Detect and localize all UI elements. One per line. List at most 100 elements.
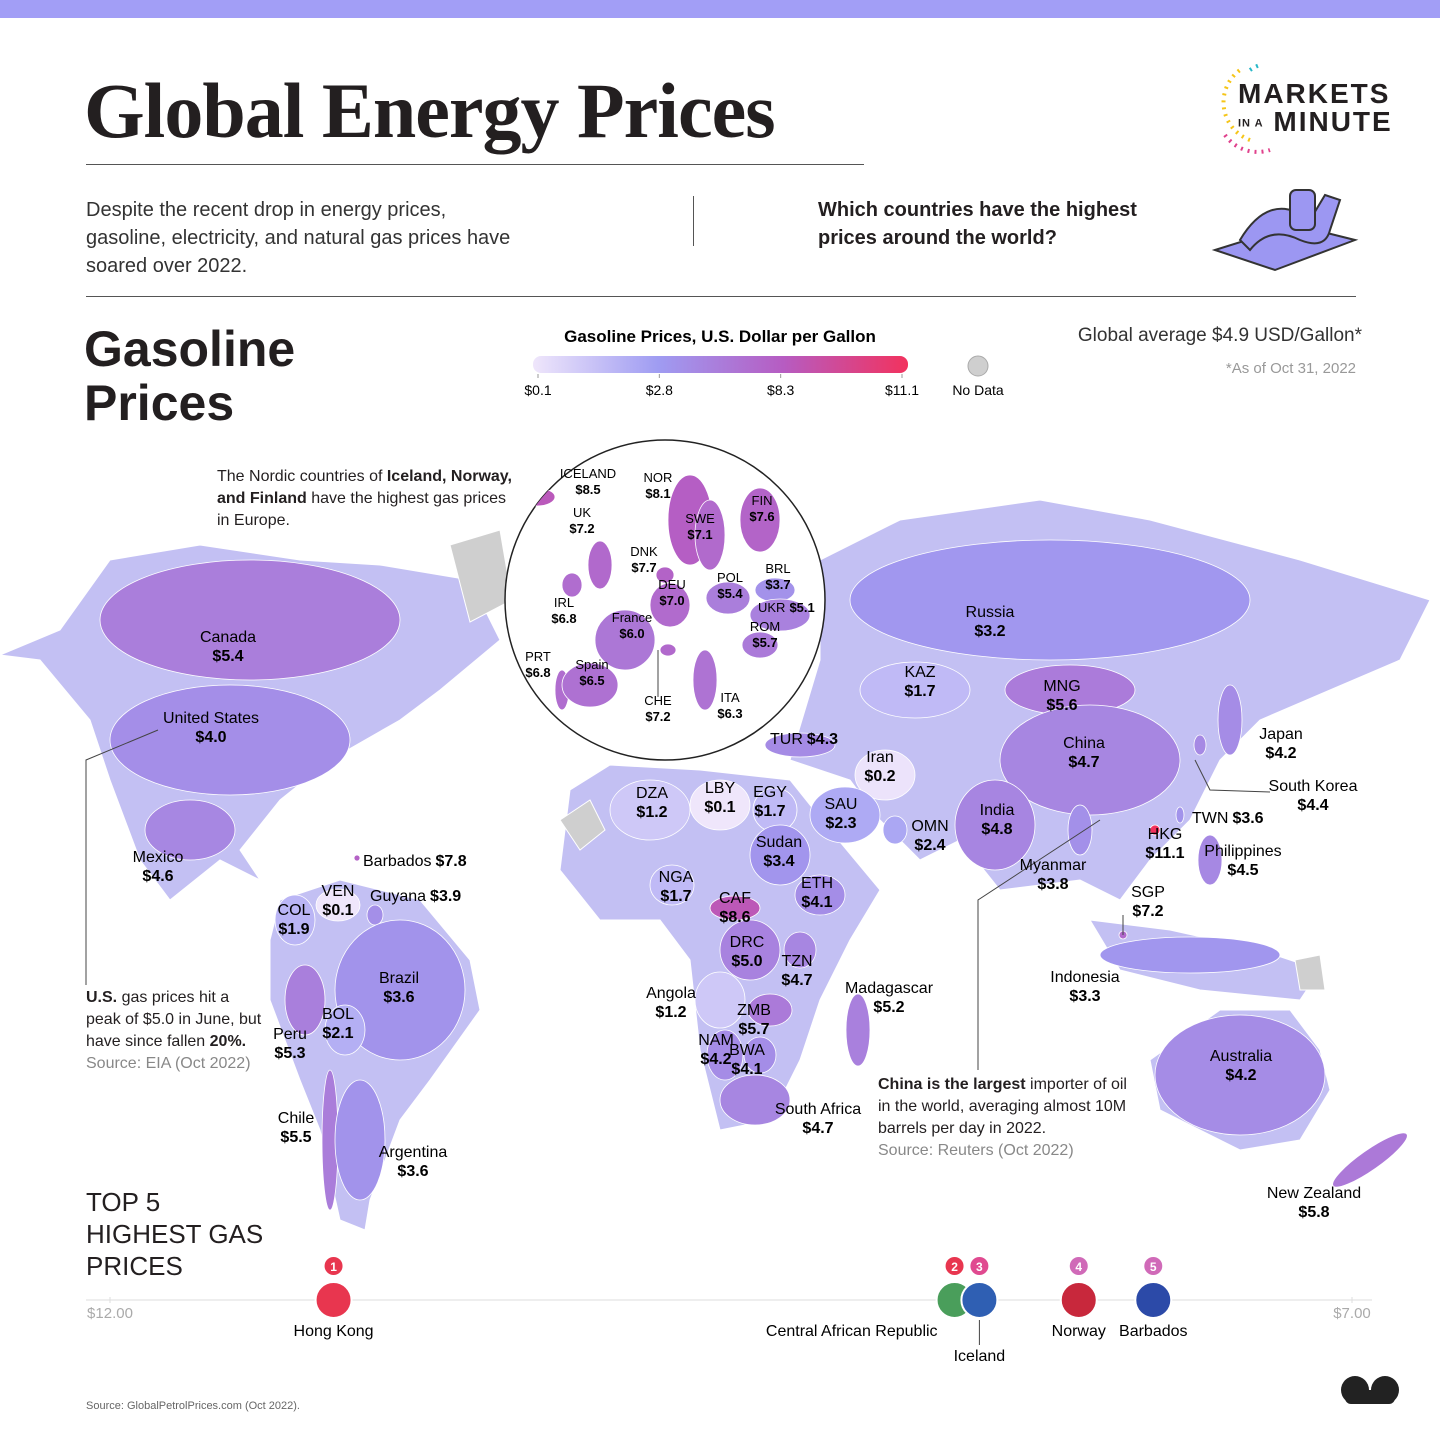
country-value: $6.8: [551, 611, 576, 626]
country-name: Brazil: [379, 970, 419, 987]
country-value: $6.5: [579, 673, 604, 688]
global-average: Global average $4.9 USD/Gallon*: [1077, 325, 1362, 346]
country-value: $1.2: [636, 804, 667, 821]
country: [739, 487, 781, 553]
text: Iceland, Norway, and Finland: [217, 468, 512, 507]
country-name: CAF: [719, 890, 751, 907]
top5-name: Central African Republic: [766, 1323, 938, 1340]
logo-ring: [1221, 63, 1271, 154]
country-name: TZN: [781, 953, 812, 970]
country: [954, 779, 1036, 871]
country: [1099, 936, 1281, 974]
country: [705, 581, 751, 615]
rule: [86, 296, 1356, 297]
country: [882, 815, 908, 845]
country: [749, 598, 811, 632]
country: [1332, 1132, 1408, 1188]
country-name: NGA: [659, 869, 694, 886]
top5-title: TOP 5 HIGHEST GAS PRICES: [86, 1187, 264, 1281]
country-name: COL: [278, 902, 311, 919]
country-name: DEU: [658, 577, 685, 592]
country-name: TWN: [1192, 810, 1228, 827]
country-value: $7.2: [645, 709, 670, 724]
country-name: Canada: [200, 629, 256, 646]
country-value: $3.8: [1037, 876, 1068, 893]
country-name: Myanmar: [1020, 857, 1087, 874]
country-value: $4.7: [1068, 754, 1099, 771]
flag-marker: [960, 1281, 999, 1319]
country-value: $2.3: [825, 815, 856, 832]
country: [1217, 684, 1243, 756]
country-value: $7.0: [659, 593, 684, 608]
rule: [86, 164, 864, 165]
country-value: $3.6: [1232, 810, 1263, 827]
country-value: $6.8: [525, 665, 550, 680]
legend-tick-label: $0.1: [524, 382, 551, 398]
country-value: $8.6: [719, 909, 750, 926]
country-value: $6.0: [619, 626, 644, 641]
text: have the highest gas prices in Europe.: [217, 490, 507, 529]
country-value: $5.7: [752, 635, 777, 650]
country-name: Argentina: [379, 1144, 448, 1161]
country-name: India: [980, 802, 1015, 819]
country: [709, 895, 761, 921]
country-name: VEN: [322, 883, 355, 900]
country: [334, 1079, 386, 1201]
country-value: $4.6: [142, 868, 173, 885]
country-name: EGY: [753, 784, 787, 801]
country-name: OMN: [911, 818, 948, 835]
country-name: ICELAND: [560, 466, 616, 481]
country-value: $11.1: [1145, 845, 1184, 862]
country-name: Barbados: [363, 853, 432, 870]
country-value: $0.1: [704, 799, 735, 816]
country: [1175, 806, 1185, 824]
annotation: China is the largest importer of oil in …: [878, 1074, 1128, 1162]
title: Global Energy Prices: [84, 67, 776, 154]
axis-tick-label: $12.00: [87, 1305, 133, 1322]
divider: [693, 196, 694, 246]
country-name: DZA: [636, 785, 668, 802]
top5-name: Iceland: [954, 1348, 1006, 1365]
country: [609, 779, 691, 841]
country-name: China: [1063, 735, 1105, 752]
country-name: MNG: [1043, 678, 1080, 695]
question: Which countries have the highest prices …: [818, 199, 1137, 249]
leader-line: [1194, 759, 1271, 793]
country: [854, 749, 916, 801]
country-name: Peru: [273, 1026, 307, 1043]
logo-small: IN A: [1238, 117, 1264, 130]
rank-number: 3: [976, 1260, 983, 1274]
country-name: BWA: [729, 1042, 765, 1059]
country-name: Indonesia: [1050, 969, 1119, 986]
footer-source: Source: GlobalPetrolPrices.com (Oct 2022…: [86, 1400, 300, 1412]
country-value: $3.6: [383, 989, 414, 1006]
country-name: SWE: [685, 511, 715, 526]
country: [849, 539, 1251, 661]
country: [1154, 1014, 1326, 1136]
section-title: Gasoline Prices: [84, 322, 295, 430]
country-value: $2.1: [322, 1025, 353, 1042]
logo-text: IN A MINUTE: [1238, 108, 1393, 138]
rank-badge: [970, 1257, 989, 1275]
text: The Nordic countries of: [217, 468, 387, 485]
country: [284, 964, 326, 1036]
no-data-swatch: [967, 355, 989, 377]
country-name: NAM: [698, 1032, 734, 1049]
intro: Despite the recent drop in energy prices…: [86, 199, 511, 277]
country: [719, 1074, 791, 1126]
country-value: $1.9: [278, 921, 309, 938]
country-name: SGP: [1131, 884, 1165, 901]
country-value: $4.7: [781, 972, 812, 989]
country-value: $4.2: [700, 1051, 731, 1068]
country: [1193, 734, 1207, 756]
country: [694, 971, 746, 1029]
logo-text: MINUTE: [1273, 106, 1393, 137]
country-name: KAZ: [904, 664, 935, 681]
country-name: LBY: [705, 780, 736, 797]
country-value: $5.6: [1046, 697, 1077, 714]
legend-tick-label: $2.8: [646, 382, 673, 398]
country-name: FIN: [752, 493, 773, 508]
country: [99, 559, 401, 681]
country: [1067, 804, 1093, 856]
